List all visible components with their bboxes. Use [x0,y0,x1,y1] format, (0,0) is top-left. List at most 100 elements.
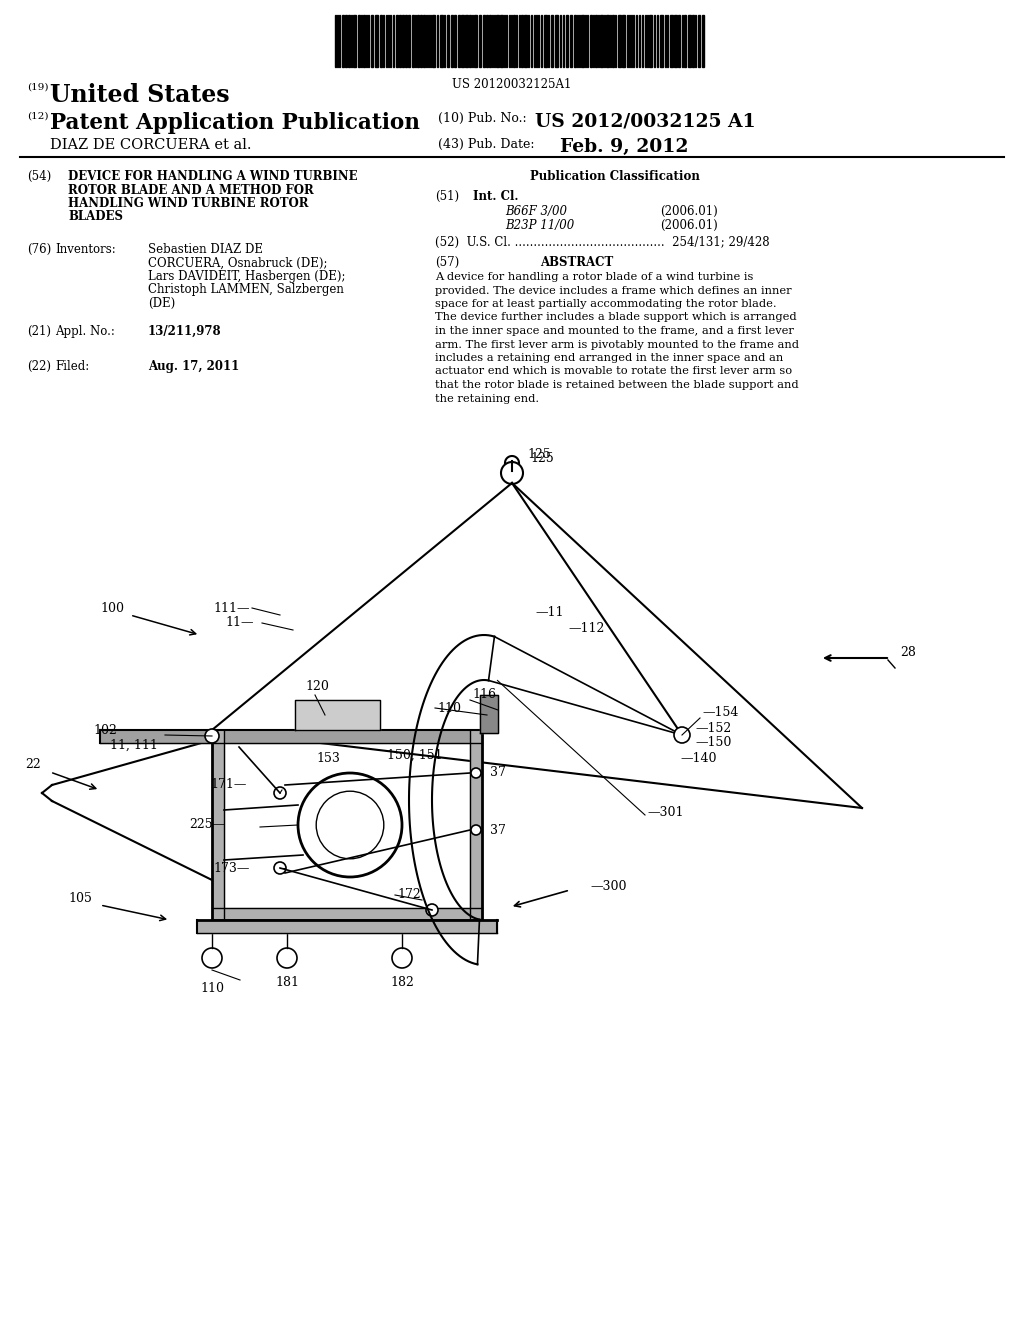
Text: 171—: 171— [211,779,247,792]
Text: US 20120032125A1: US 20120032125A1 [453,78,571,91]
Bar [371,15,373,67]
Text: 37: 37 [490,767,506,780]
Text: Aug. 17, 2011: Aug. 17, 2011 [148,360,240,374]
Text: Filed:: Filed: [55,360,89,374]
Polygon shape [212,730,224,920]
Bar [670,15,673,67]
Bar [489,15,490,67]
Bar [688,15,691,67]
Bar [451,15,453,67]
Text: 110: 110 [437,701,461,714]
Bar [402,15,404,67]
Circle shape [426,904,438,916]
Text: arm. The first lever arm is pivotably mounted to the frame and: arm. The first lever arm is pivotably mo… [435,339,799,350]
Bar [412,15,414,67]
Bar [513,15,515,67]
Bar [570,15,572,67]
Bar [581,15,584,67]
Text: 116: 116 [472,689,496,701]
Bar [590,15,592,67]
Bar [698,15,700,67]
Bar [702,15,705,67]
Text: 100: 100 [100,602,124,615]
Text: (52)  U.S. Cl. ........................................  254/131; 29/428: (52) U.S. Cl. ..........................… [435,236,770,249]
Text: HANDLING WIND TURBINE ROTOR: HANDLING WIND TURBINE ROTOR [68,197,308,210]
Text: space for at least partially accommodating the rotor blade.: space for at least partially accommodati… [435,300,776,309]
Text: 28: 28 [900,645,915,659]
Text: 111—: 111— [213,602,250,615]
Text: 13/211,978: 13/211,978 [148,325,221,338]
Circle shape [274,862,286,874]
Bar [345,15,347,67]
Text: (54): (54) [27,170,51,183]
Text: —150: —150 [695,735,731,748]
Text: ABSTRACT: ABSTRACT [540,256,613,269]
Text: includes a retaining end arranged in the inner space and an: includes a retaining end arranged in the… [435,352,783,363]
Text: (10) Pub. No.:: (10) Pub. No.: [438,112,526,125]
Bar [358,15,360,67]
Bar [465,15,468,67]
Text: —301: —301 [647,805,683,818]
Text: (43) Pub. Date:: (43) Pub. Date: [438,139,535,150]
Bar [348,15,350,67]
Bar [600,15,603,67]
Text: 153: 153 [316,751,340,764]
Text: (57): (57) [435,256,459,269]
Bar [649,15,652,67]
Text: 22: 22 [25,759,41,771]
Text: 125: 125 [527,449,551,462]
Text: 125: 125 [530,451,554,465]
Bar [479,15,481,67]
Text: A device for handling a rotor blade of a wind turbine is: A device for handling a rotor blade of a… [435,272,754,282]
Text: 181: 181 [275,977,299,990]
Bar [454,15,456,67]
Text: —152: —152 [695,722,731,734]
Text: 105: 105 [68,891,92,904]
Bar [458,15,460,67]
Text: B66F 3/00: B66F 3/00 [505,205,567,218]
Circle shape [471,768,481,777]
Text: DIAZ DE CORCUERA et al.: DIAZ DE CORCUERA et al. [50,139,252,152]
Bar [692,15,694,67]
Bar [551,15,553,67]
Text: —154: —154 [702,705,738,718]
Text: Sebastien DIAZ DE: Sebastien DIAZ DE [148,243,263,256]
Bar [486,15,488,67]
Bar [469,15,471,67]
Polygon shape [197,920,497,933]
Text: 225—: 225— [188,818,225,832]
Bar [678,15,680,67]
Bar [483,15,485,67]
Text: 172: 172 [397,888,421,902]
Bar [674,15,677,67]
Bar [595,15,597,67]
Polygon shape [295,700,380,730]
Bar [423,15,425,67]
Text: United States: United States [50,83,229,107]
Text: 173—: 173— [214,862,250,874]
Text: (2006.01): (2006.01) [660,219,718,232]
Text: (22): (22) [27,360,51,374]
Polygon shape [100,730,482,743]
Text: US 2012/0032125 A1: US 2012/0032125 A1 [535,112,756,129]
Bar [353,15,356,67]
Text: 110: 110 [200,982,224,994]
Bar [440,15,443,67]
Text: Christoph LAMMEN, Salzbergen: Christoph LAMMEN, Salzbergen [148,284,344,297]
Text: 102—: 102— [93,723,130,737]
Bar [660,15,663,67]
Text: (2006.01): (2006.01) [660,205,718,218]
Bar [375,15,378,67]
Circle shape [274,787,286,799]
Polygon shape [480,696,498,733]
Text: B23P 11/00: B23P 11/00 [505,219,574,232]
Bar [399,15,401,67]
Text: —112: —112 [568,622,604,635]
Bar [461,15,464,67]
Text: in the inner space and mounted to the frame, and a first lever: in the inner space and mounted to the fr… [435,326,794,337]
Text: 182: 182 [390,977,414,990]
Bar [417,15,419,67]
Polygon shape [212,908,482,920]
Text: Patent Application Publication: Patent Application Publication [50,112,420,135]
Text: (19): (19) [27,83,48,92]
